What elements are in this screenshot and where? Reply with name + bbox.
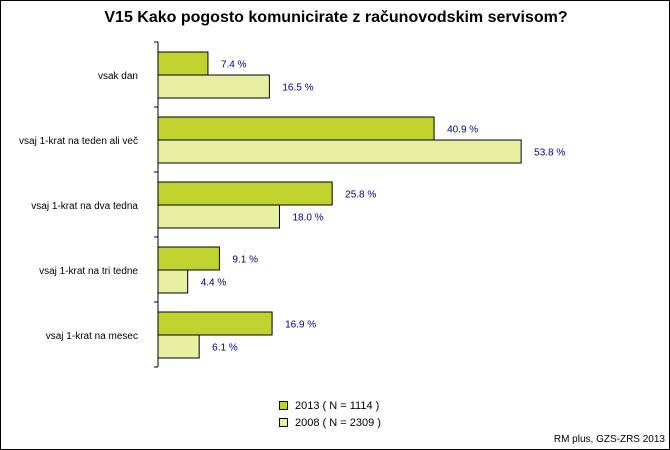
value-label-cat-1-series-1: 53.8 %: [534, 148, 565, 159]
category-label-2: vsaj 1-krat na dva tedna: [31, 201, 138, 212]
bar-cat-3-series-1: [157, 269, 189, 294]
value-label-cat-0-series-0: 7.4 %: [221, 60, 247, 71]
value-label-cat-4-series-0: 16.9 %: [285, 320, 316, 331]
source-note: RM plus, GZS-ZRS 2013: [553, 434, 665, 445]
value-label-cat-3-series-1: 4.4 %: [201, 278, 227, 289]
legend-label-2013: 2013 ( N = 1114 ): [295, 399, 380, 412]
bar-cat-1-series-0: [157, 116, 435, 141]
bar-cat-3-series-0: [157, 246, 220, 271]
bar-cat-4-series-0: [157, 311, 273, 336]
value-label-cat-0-series-1: 16.5 %: [282, 83, 313, 94]
value-label-cat-1-series-0: 40.9 %: [447, 125, 478, 136]
category-label-3: vsaj 1-krat na tri tedne: [39, 266, 138, 277]
bar-cat-2-series-0: [157, 181, 333, 206]
bar-cat-2-series-1: [157, 204, 280, 229]
legend-swatch-2008: [279, 418, 288, 427]
bar-cat-0-series-0: [157, 51, 209, 76]
value-label-cat-3-series-0: 9.1 %: [232, 255, 258, 266]
category-label-1: vsaj 1-krat na teden ali več: [19, 136, 138, 147]
chart-legend: 2013 ( N = 1114 ) 2008 ( N = 2309 ): [279, 397, 381, 431]
value-label-cat-2-series-0: 25.8 %: [345, 190, 376, 201]
category-label-4: vsaj 1-krat na mesec: [46, 331, 138, 342]
legend-item-2008: 2008 ( N = 2309 ): [279, 414, 381, 431]
legend-label-2008: 2008 ( N = 2309 ): [295, 416, 381, 429]
value-label-cat-2-series-1: 18.0 %: [293, 213, 324, 224]
category-label-0: vsak dan: [98, 71, 138, 82]
bar-cat-0-series-1: [157, 74, 270, 99]
legend-swatch-2013: [279, 401, 288, 410]
chart-title: V15 Kako pogosto komunicirate z računovo…: [104, 9, 568, 26]
legend-item-2013: 2013 ( N = 1114 ): [279, 397, 381, 414]
value-label-cat-4-series-1: 6.1 %: [212, 343, 238, 354]
bar-cat-1-series-1: [157, 139, 522, 164]
bar-cat-4-series-1: [157, 334, 200, 359]
